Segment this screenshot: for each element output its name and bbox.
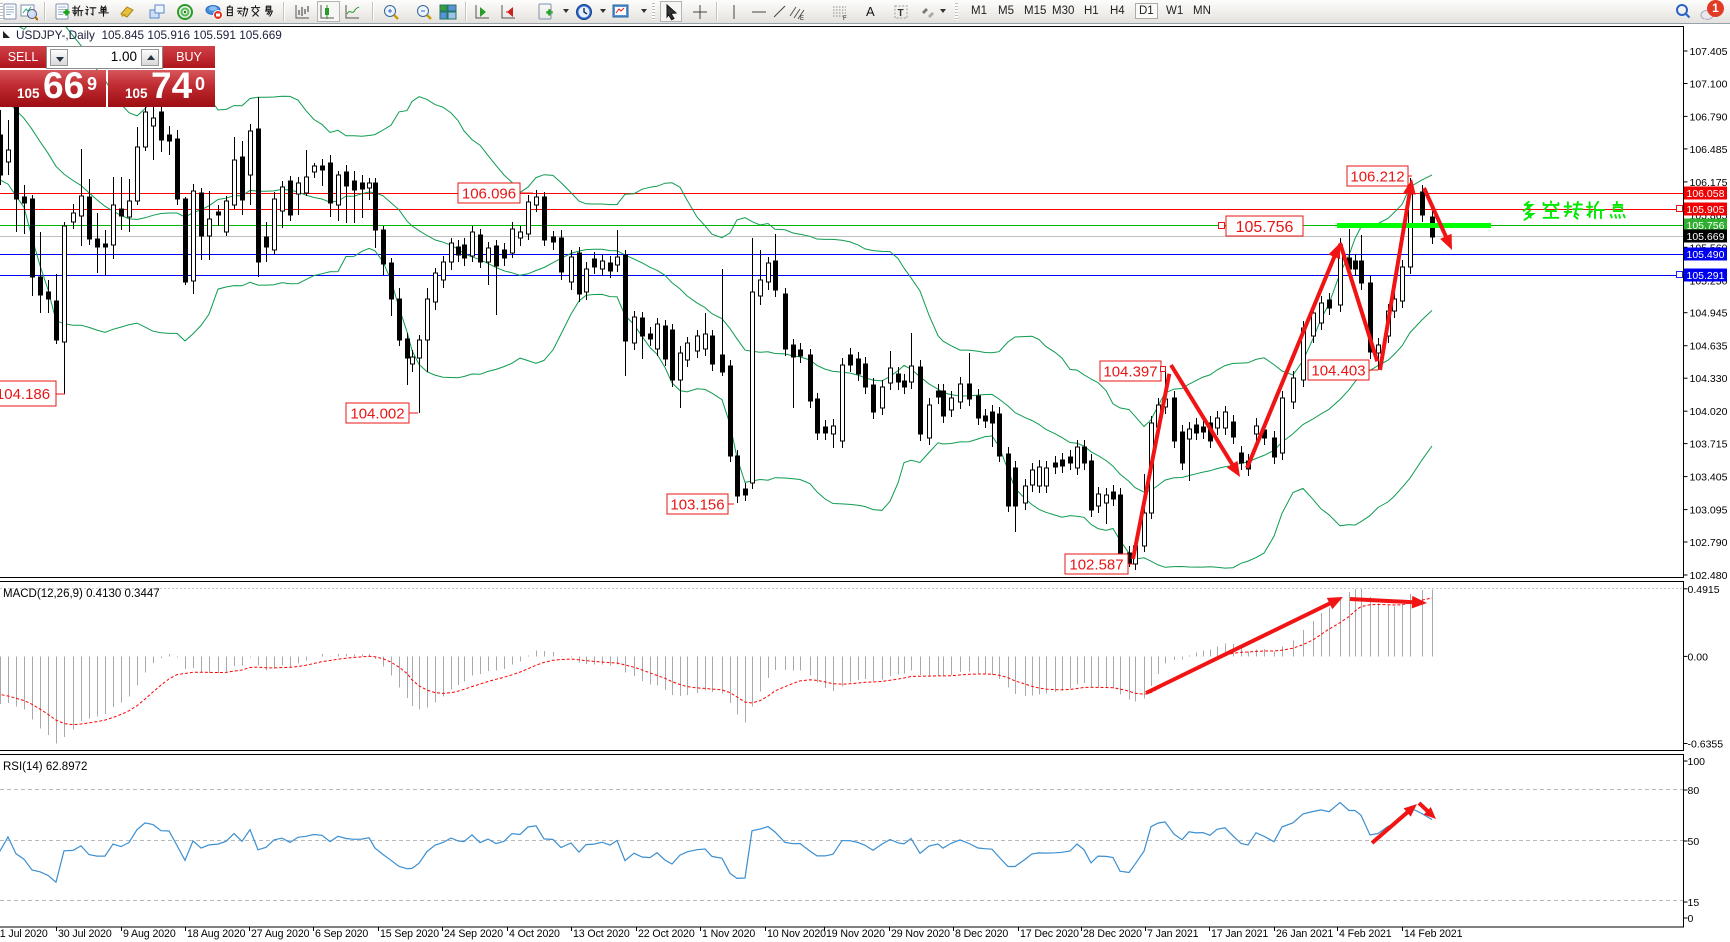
svg-text:104.945: 104.945 xyxy=(1690,308,1728,320)
svg-text:13 Oct 2020: 13 Oct 2020 xyxy=(573,928,630,940)
svg-text:4 Feb 2021: 4 Feb 2021 xyxy=(1339,928,1392,940)
svg-text:1 Nov 2020: 1 Nov 2020 xyxy=(702,928,755,940)
svg-text:T: T xyxy=(898,8,904,19)
svg-text:10 Nov 2020: 10 Nov 2020 xyxy=(767,928,826,940)
svg-text:0: 0 xyxy=(1688,913,1694,925)
svg-text:104.330: 104.330 xyxy=(1690,373,1728,385)
svg-text:17 Dec 2020: 17 Dec 2020 xyxy=(1020,928,1079,940)
svg-text:103.715: 103.715 xyxy=(1690,439,1728,451)
svg-text:0.4915: 0.4915 xyxy=(1688,584,1720,596)
svg-text:104.186: 104.186 xyxy=(0,386,50,403)
svg-text:105.490: 105.490 xyxy=(1687,249,1725,261)
svg-text:RSI(14) 62.8972: RSI(14) 62.8972 xyxy=(3,761,87,773)
svg-text:80: 80 xyxy=(1688,785,1700,797)
svg-text:103.156: 103.156 xyxy=(670,496,724,513)
svg-text:102.587: 102.587 xyxy=(1069,556,1123,573)
svg-text:18 Aug 2020: 18 Aug 2020 xyxy=(187,928,246,940)
svg-text:22 Oct 2020: 22 Oct 2020 xyxy=(638,928,695,940)
svg-text:28 Dec 2020: 28 Dec 2020 xyxy=(1083,928,1142,940)
svg-text:104.002: 104.002 xyxy=(350,405,404,422)
svg-text:102.790: 102.790 xyxy=(1690,537,1728,549)
svg-text:17 Jan 2021: 17 Jan 2021 xyxy=(1211,928,1268,940)
svg-text:26 Jan 2021: 26 Jan 2021 xyxy=(1276,928,1333,940)
svg-text:105.756: 105.756 xyxy=(1236,219,1294,236)
svg-text:104.403: 104.403 xyxy=(1311,362,1365,379)
svg-text:4 Oct 2020: 4 Oct 2020 xyxy=(509,928,560,940)
svg-text:105.905: 105.905 xyxy=(1687,204,1725,216)
svg-text:-0.6355: -0.6355 xyxy=(1688,739,1724,751)
svg-text:105.669: 105.669 xyxy=(1687,231,1725,243)
svg-text:104.397: 104.397 xyxy=(1103,363,1157,380)
svg-text:105.756: 105.756 xyxy=(1687,220,1725,232)
svg-text:107.405: 107.405 xyxy=(1690,46,1728,58)
svg-text:15 Sep 2020: 15 Sep 2020 xyxy=(380,928,439,940)
svg-text:106.790: 106.790 xyxy=(1690,111,1728,123)
svg-text:E: E xyxy=(800,16,804,21)
svg-text:107.100: 107.100 xyxy=(1690,79,1728,91)
svg-text:29 Nov 2020: 29 Nov 2020 xyxy=(891,928,950,940)
svg-text:9 Aug 2020: 9 Aug 2020 xyxy=(123,928,176,940)
svg-text:102.480: 102.480 xyxy=(1690,570,1728,582)
svg-text:0.00: 0.00 xyxy=(1688,651,1709,663)
svg-text:F: F xyxy=(843,16,847,21)
svg-text:MACD(12,26,9) 0.4130 0.3447: MACD(12,26,9) 0.4130 0.3447 xyxy=(3,588,160,600)
svg-text:100: 100 xyxy=(1688,756,1706,768)
svg-text:14 Feb 2021: 14 Feb 2021 xyxy=(1404,928,1463,940)
svg-text:8 Dec 2020: 8 Dec 2020 xyxy=(955,928,1008,940)
svg-text:USDJPY-,Daily 105.845 105.916: USDJPY-,Daily 105.845 105.916 105.591 10… xyxy=(16,28,282,42)
svg-text:106.058: 106.058 xyxy=(1687,188,1725,200)
svg-text:27 Aug 2020: 27 Aug 2020 xyxy=(251,928,310,940)
svg-text:30 Jul 2020: 30 Jul 2020 xyxy=(58,928,112,940)
svg-text:6 Sep 2020: 6 Sep 2020 xyxy=(315,928,368,940)
svg-text:19 Nov 2020: 19 Nov 2020 xyxy=(826,928,885,940)
svg-text:50: 50 xyxy=(1688,836,1700,848)
svg-text:104.635: 104.635 xyxy=(1690,341,1728,353)
svg-text:106.212: 106.212 xyxy=(1350,168,1404,185)
svg-text:7 Jan 2021: 7 Jan 2021 xyxy=(1147,928,1199,940)
svg-text:106.175: 106.175 xyxy=(1690,177,1728,189)
svg-text:103.095: 103.095 xyxy=(1690,505,1728,517)
svg-text:106.096: 106.096 xyxy=(462,185,516,202)
svg-text:103.405: 103.405 xyxy=(1690,472,1728,484)
svg-text:106.485: 106.485 xyxy=(1690,144,1728,156)
svg-text:105.291: 105.291 xyxy=(1687,270,1725,282)
svg-text:15: 15 xyxy=(1688,897,1700,909)
svg-text:21 Jul 2020: 21 Jul 2020 xyxy=(0,928,48,940)
svg-text:104.020: 104.020 xyxy=(1690,406,1728,418)
svg-text:24 Sep 2020: 24 Sep 2020 xyxy=(444,928,503,940)
